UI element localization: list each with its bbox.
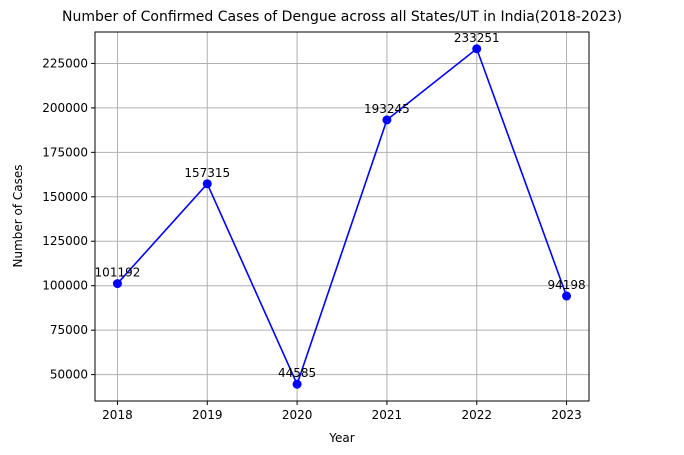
y-tick-label: 150000	[42, 190, 88, 204]
y-tick-label: 50000	[50, 368, 88, 382]
y-tick-label: 125000	[42, 234, 88, 248]
y-tick-label: 100000	[42, 279, 88, 293]
y-tick-label: 200000	[42, 101, 88, 115]
x-tick-label: 2021	[372, 408, 403, 422]
data-point	[382, 115, 392, 125]
data-label: 193245	[364, 102, 410, 116]
data-label: 101192	[95, 266, 141, 280]
plot-area	[94, 31, 590, 402]
y-tick-label: 225000	[42, 56, 88, 70]
data-point	[472, 44, 482, 54]
data-label: 233251	[454, 31, 500, 45]
data-point	[112, 279, 122, 289]
data-label: 94198	[547, 278, 585, 292]
x-tick-label: 2020	[282, 408, 313, 422]
y-axis-label: Number of Cases	[11, 164, 25, 267]
data-label: 44585	[278, 366, 316, 380]
series-line	[116, 47, 568, 387]
data-point	[292, 379, 302, 389]
x-axis-label: Year	[328, 431, 354, 445]
series-line-group	[112, 44, 572, 389]
data-point	[202, 179, 212, 189]
y-tick-label: 175000	[42, 145, 88, 159]
grid	[95, 32, 589, 401]
x-tick-label: 2019	[192, 408, 223, 422]
x-tick-label: 2022	[461, 408, 492, 422]
x-tick-label: 2023	[551, 408, 582, 422]
data-label-group: 101192 157315 44585 193245 233251 94198	[95, 31, 586, 380]
axis-ticks: 2018 2019 2020 2021 2022 2023 50000 75000 100000…	[42, 56, 582, 422]
chart-title: Number of Confirmed Cases of Dengue acro…	[62, 9, 622, 25]
data-label: 157315	[184, 166, 230, 180]
y-tick-label: 75000	[50, 323, 88, 337]
data-point	[562, 291, 572, 301]
x-tick-label: 2018	[102, 408, 133, 422]
